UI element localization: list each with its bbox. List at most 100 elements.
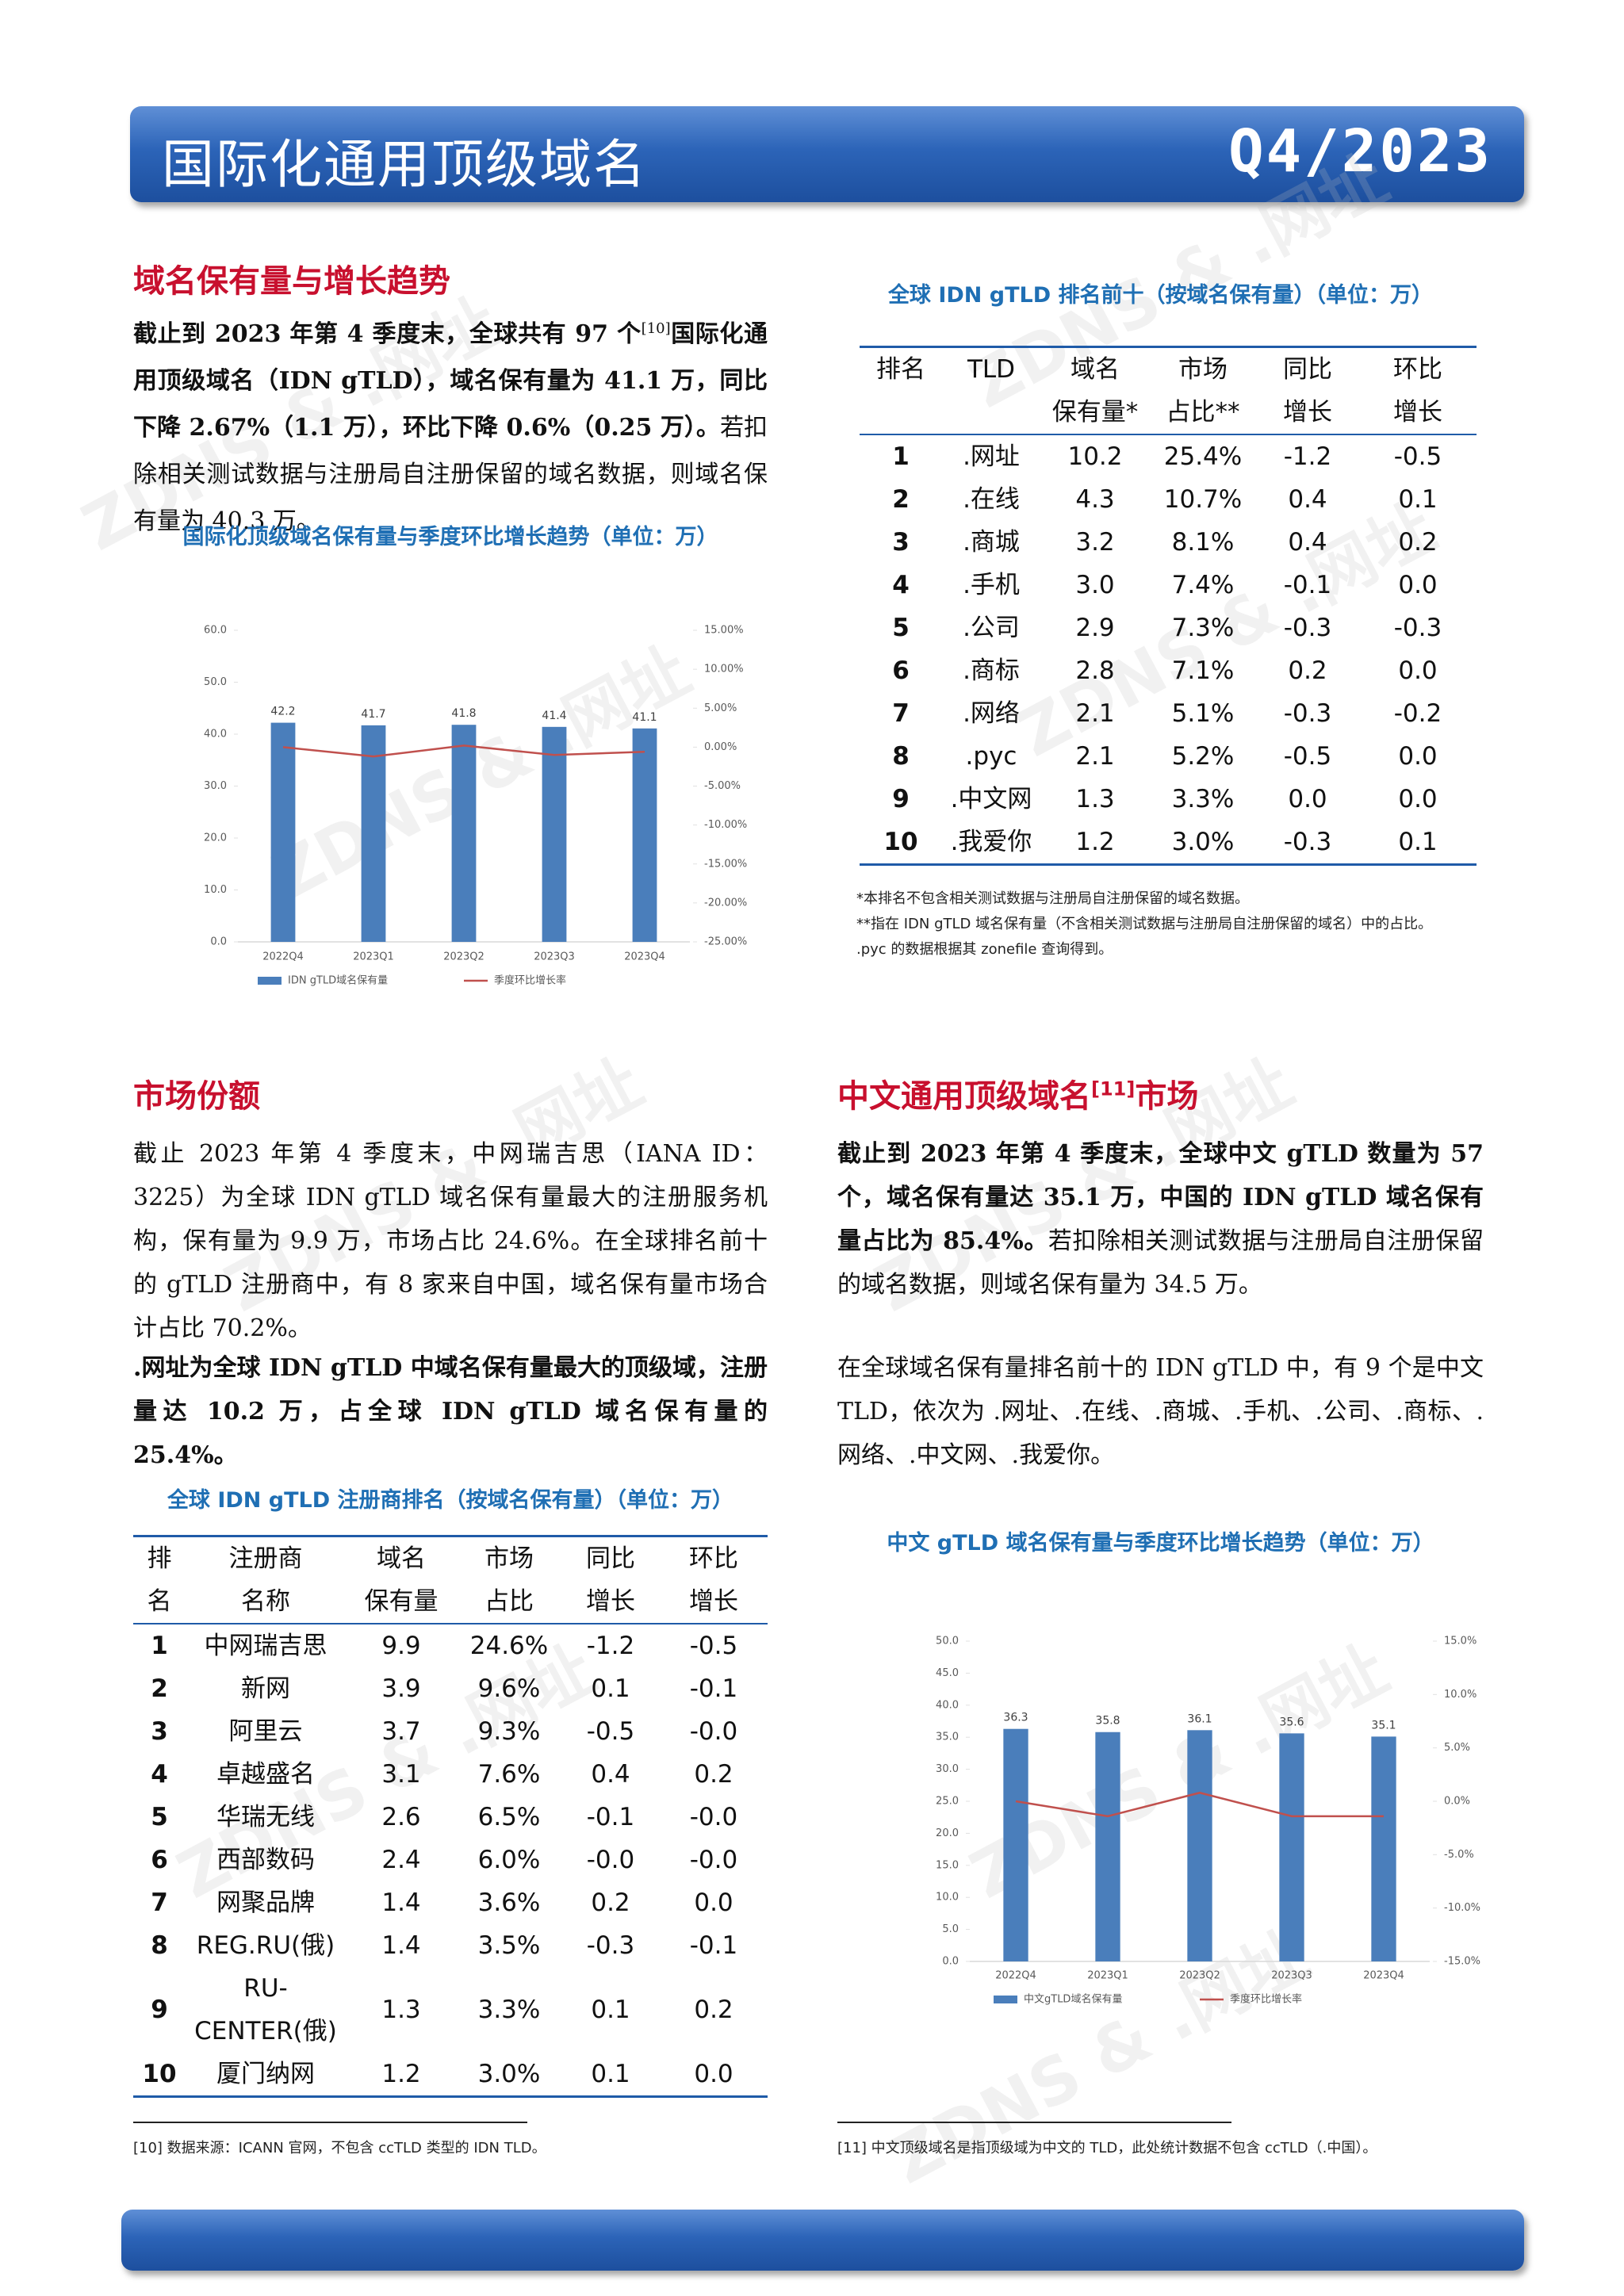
table-cell: 6.5%	[477, 1803, 541, 1831]
table-cell: -0.5	[1393, 442, 1442, 471]
text-run: 国际化通用顶级域名（IDN gTLD），域名保有量为 41.1 万，同比下降 2…	[133, 320, 768, 442]
legend-label: 季度环比增长率	[1230, 1993, 1302, 2006]
header-cell: 占比**	[1150, 391, 1256, 434]
table-cell: 7.6%	[477, 1760, 541, 1789]
header-cell: 名称	[186, 1580, 346, 1624]
y-tick-label: 10.0	[936, 1892, 959, 1904]
y-tick-label: 45.0	[936, 1667, 959, 1679]
text-run: 截止到 2023 年第 4 季度末，全球中文 gTLD 数量为 57 个，域名保…	[837, 1140, 1484, 1255]
data-label: 35.6	[1279, 1716, 1304, 1728]
table-cell: 7	[151, 1888, 168, 1917]
table-cell: 2.9	[1075, 614, 1115, 642]
table-cell: 0.1	[591, 1996, 630, 2024]
text-run: 若扣除相关测试数据与注册局自注册保留的域名数据，则域名保有量为 34.5 万。	[837, 1227, 1484, 1299]
table-cell: 4	[892, 571, 910, 599]
header-bar: 国际化通用顶级域名 Q4/2023	[130, 106, 1524, 202]
table-cell: 1.3	[381, 1996, 421, 2024]
header-cell: TLD	[942, 346, 1040, 391]
bar	[1279, 1733, 1304, 1961]
table-cell: 10.2	[1067, 442, 1123, 471]
header-text: 域名	[377, 1544, 426, 1573]
table-cell: 中网瑞吉思	[204, 1632, 327, 1660]
paragraph: 截止到 2023 年第 4 季度末，全球中文 gTLD 数量为 57 个，域名保…	[837, 1132, 1484, 1307]
table-cell: 0.0	[694, 2060, 733, 2088]
table-cell: 0.1	[591, 2060, 630, 2088]
table-cell: 0.0	[1398, 785, 1438, 813]
table-cell: -0.3	[1393, 614, 1442, 642]
table-cell: 0.0	[1398, 656, 1438, 685]
table-cell: 0.0	[1288, 785, 1327, 813]
y-tick-label: 0.0	[942, 1956, 959, 1968]
table-cell: 3.3%	[1171, 785, 1235, 813]
header-text: 占比**	[1166, 398, 1240, 427]
table-row: 8 REG.RU(俄) 1.4 3.5% -0.3 -0.1	[133, 1924, 768, 1967]
table-cell: .公司	[963, 614, 1020, 642]
table: 排 注册商 域名 市场 同比 环比名 名称 保有量 占比 增长 增长 1 中网瑞吉思 9.9 24.6% -1…	[133, 1535, 768, 2098]
table-cell: 9.9	[381, 1632, 421, 1660]
table-row: 8 .рус 2.1 5.2% -0.5 0.0	[860, 735, 1477, 778]
paragraph: 截止到 2023 年第 4 季度末，全球共有 97 个[10]国际化通用顶级域名…	[133, 311, 768, 545]
y-tick-label: 60.0	[204, 625, 227, 637]
bar	[1003, 1728, 1028, 1961]
table-cell: 3.2	[1075, 528, 1115, 557]
table-cell: 25.4%	[1163, 442, 1243, 471]
table-cell: 0.2	[694, 1760, 733, 1789]
table-cell: -0.0	[586, 1846, 635, 1874]
table-cell: 4	[151, 1760, 168, 1789]
data-label: 41.7	[361, 708, 385, 721]
table-cell: 7.1%	[1171, 656, 1235, 685]
table-body: 1 中网瑞吉思 9.9 24.6% -1.2 -0.5 2 新网 3.9 9.6% 0.1 -0.1 3…	[133, 1624, 768, 2097]
header-text: 保有量	[364, 1587, 439, 1616]
data-label: 35.1	[1371, 1719, 1396, 1732]
y2-tick-label: 0.0%	[1444, 1796, 1470, 1808]
header-text: 环比	[689, 1544, 738, 1573]
table-row: 10 厦门纳网 1.2 3.0% 0.1 0.0	[133, 2053, 768, 2097]
table-cell: -0.5	[689, 1632, 738, 1660]
table-row: 7 .网络 2.1 5.1% -0.3 -0.2	[860, 692, 1477, 735]
table-cell: 厦门纳网	[216, 2060, 315, 2088]
header-cell: 注册商	[186, 1535, 346, 1580]
y-tick-label: 50.0	[204, 676, 227, 688]
table-cell: 3.9	[381, 1674, 421, 1703]
bar	[632, 728, 657, 942]
table-cell: 2.6	[381, 1803, 421, 1831]
table-cell: 阿里云	[228, 1717, 303, 1746]
table-row: 4 卓越盛名 3.1 7.6% 0.4 0.2	[133, 1753, 768, 1796]
table-cell: .网络	[963, 699, 1020, 728]
x-tick-label: 2023Q1	[353, 951, 394, 963]
table-cell: 0.0	[694, 1888, 733, 1917]
header-cell: 排名	[860, 346, 942, 391]
header-text: 同比	[1283, 355, 1332, 384]
y2-tick-label: -5.00%	[704, 780, 741, 792]
header-text: 名称	[241, 1587, 290, 1616]
footnote-ref: [10]	[641, 320, 671, 337]
header-text: 注册商	[228, 1544, 303, 1573]
header-cell: 环比	[660, 1535, 768, 1580]
table-row: 10 .我爱你 1.2 3.0% -0.3 0.1	[860, 821, 1477, 865]
table-cell: 2	[151, 1674, 168, 1703]
table-cell: 0.2	[1288, 656, 1327, 685]
table-cell: 7	[892, 699, 910, 728]
table-cell: -0.2	[1393, 699, 1442, 728]
bar	[542, 726, 567, 942]
table-row: 1 .网址 10.2 25.4% -1.2 -0.5	[860, 434, 1477, 478]
table-title: 全球 IDN gTLD 注册商排名（按域名保有量）（单位：万）	[167, 1488, 734, 1513]
table-cell: 10.7%	[1163, 485, 1243, 514]
table-cell: 0.0	[1398, 742, 1438, 771]
y2-tick-label: -10.0%	[1444, 1902, 1480, 1914]
text-run: 中文通用顶级域名	[837, 1078, 1091, 1115]
table-cell: 1.3	[1075, 785, 1115, 813]
bar	[1371, 1736, 1396, 1961]
y-tick-label: 40.0	[936, 1699, 959, 1711]
table-cell: -0.3	[1283, 828, 1332, 856]
table-row: 3 .商城 3.2 8.1% 0.4 0.2	[860, 521, 1477, 564]
table-cell: 3.1	[381, 1760, 421, 1789]
y2-tick-label: 0.00%	[704, 741, 737, 753]
y2-tick-label: -20.00%	[704, 897, 747, 909]
table-cell: -0.0	[689, 1846, 738, 1874]
table-cell: 0.1	[1398, 828, 1438, 856]
table-cell: .рус	[965, 742, 1017, 771]
y-tick-label: 50.0	[936, 1636, 959, 1647]
table-cell: 3.7	[381, 1717, 421, 1746]
